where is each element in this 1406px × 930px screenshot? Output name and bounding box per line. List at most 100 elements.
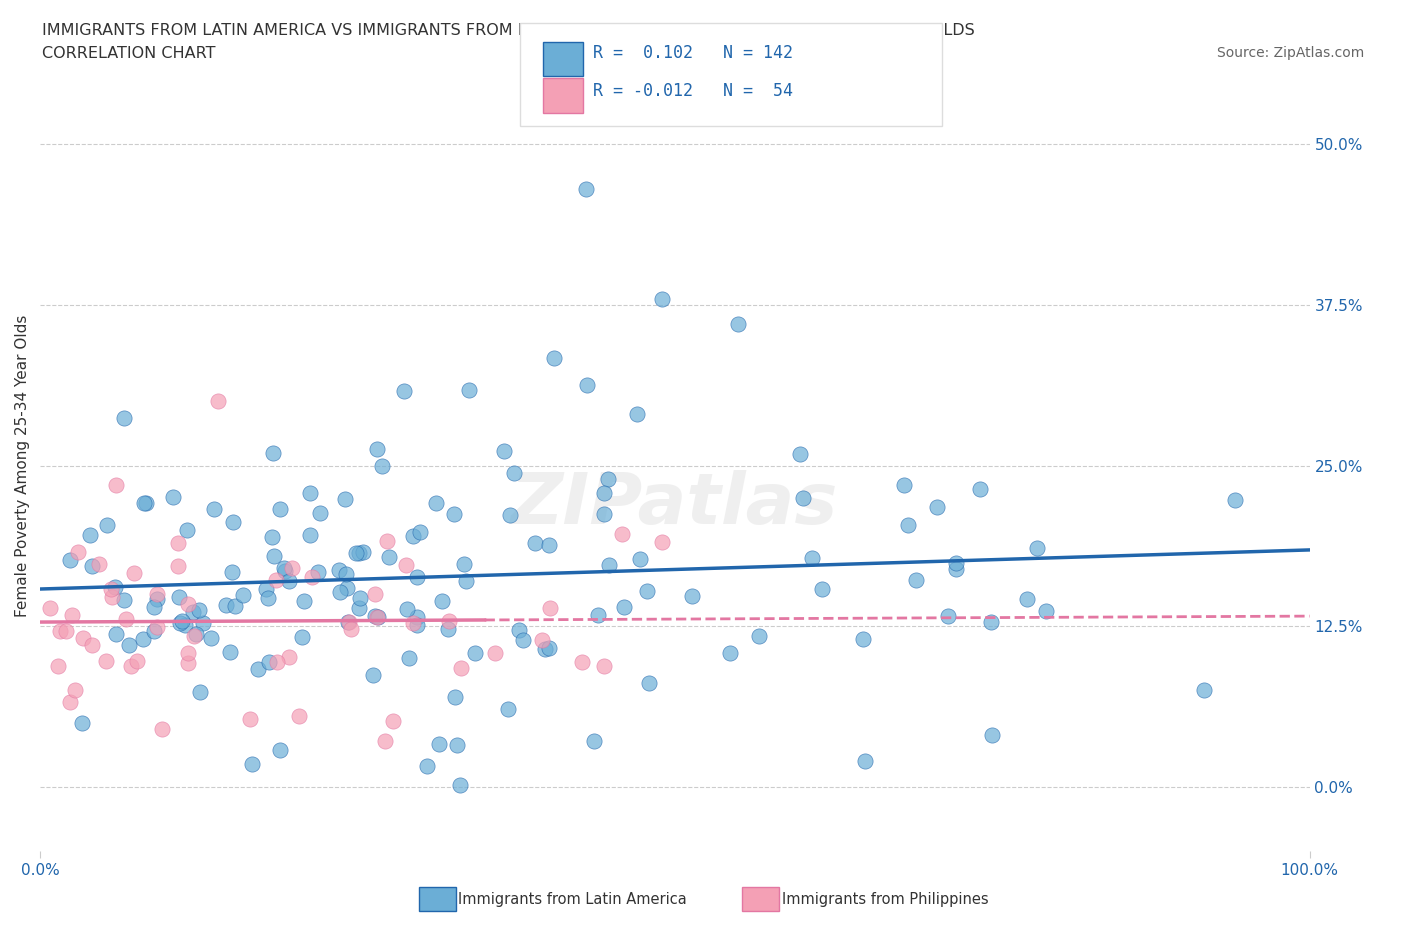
Point — [381, 713, 404, 728]
Point — [612, 526, 634, 541]
Point — [427, 737, 450, 751]
Point — [125, 654, 148, 669]
Point — [367, 610, 389, 625]
Point — [72, 716, 94, 731]
Point — [278, 650, 301, 665]
Point — [484, 645, 506, 660]
Point — [531, 632, 554, 647]
Point — [893, 478, 915, 493]
Point — [524, 536, 547, 551]
Point — [538, 600, 561, 615]
Point — [508, 622, 530, 637]
Point — [852, 631, 875, 646]
Point — [927, 499, 949, 514]
Point — [264, 573, 287, 588]
Point — [89, 557, 111, 572]
Point — [82, 558, 104, 573]
Point — [172, 614, 194, 629]
Point — [571, 655, 593, 670]
Point — [298, 485, 321, 500]
Point — [415, 759, 437, 774]
Point — [329, 585, 352, 600]
Point — [49, 623, 72, 638]
Point — [259, 655, 281, 670]
Point — [263, 549, 285, 564]
Point — [80, 637, 103, 652]
Point — [269, 501, 291, 516]
Point — [727, 317, 749, 332]
Point — [142, 600, 165, 615]
Point — [186, 627, 208, 642]
Point — [150, 721, 173, 736]
Point — [247, 662, 270, 677]
Point — [396, 602, 419, 617]
Point — [443, 506, 465, 521]
Point — [405, 570, 427, 585]
Point — [79, 527, 101, 542]
Point — [378, 550, 401, 565]
Text: ZIPatlas: ZIPatlas — [512, 470, 838, 538]
Point — [112, 592, 135, 607]
Text: Source: ZipAtlas.com: Source: ZipAtlas.com — [1216, 46, 1364, 60]
Point — [238, 712, 260, 727]
Point — [115, 611, 138, 626]
Point — [298, 527, 321, 542]
Point — [63, 683, 86, 698]
Point — [402, 616, 425, 631]
Point — [188, 603, 211, 618]
Point — [308, 505, 330, 520]
Point — [370, 458, 392, 473]
Point — [266, 655, 288, 670]
Point — [221, 565, 243, 580]
Point — [167, 590, 190, 604]
Point — [335, 566, 357, 581]
Text: R = -0.012   N =  54: R = -0.012 N = 54 — [593, 82, 793, 100]
Point — [167, 558, 190, 573]
Point — [718, 646, 741, 661]
Point — [273, 561, 295, 576]
Point — [177, 656, 200, 671]
Point — [105, 627, 128, 642]
Point — [167, 536, 190, 551]
Point — [112, 410, 135, 425]
Point — [651, 535, 673, 550]
Point — [361, 668, 384, 683]
Point — [586, 607, 609, 622]
Point — [636, 584, 658, 599]
Point — [534, 642, 557, 657]
Point — [222, 514, 245, 529]
Point — [575, 378, 598, 392]
Point — [437, 621, 460, 636]
Point — [598, 558, 620, 573]
Point — [443, 690, 465, 705]
Point — [1223, 492, 1246, 507]
Point — [352, 545, 374, 560]
Point — [425, 496, 447, 511]
Point — [232, 588, 254, 603]
Point — [59, 695, 82, 710]
Point — [626, 406, 648, 421]
Point — [364, 587, 387, 602]
Point — [191, 616, 214, 631]
Point — [336, 581, 359, 596]
Point — [1192, 683, 1215, 698]
Point — [1035, 604, 1057, 618]
Point — [596, 472, 619, 487]
Point — [945, 555, 967, 570]
Point — [512, 632, 534, 647]
Point — [48, 658, 70, 673]
Point — [364, 608, 387, 623]
Text: R =  0.102   N = 142: R = 0.102 N = 142 — [593, 44, 793, 62]
Point — [538, 538, 561, 552]
Point — [498, 702, 520, 717]
Point — [132, 631, 155, 646]
Point — [307, 565, 329, 579]
Point — [269, 743, 291, 758]
Point — [96, 654, 118, 669]
Point — [146, 591, 169, 606]
Point — [375, 534, 398, 549]
Point — [242, 756, 264, 771]
Point — [1025, 540, 1047, 555]
Point — [215, 597, 238, 612]
Point — [897, 518, 920, 533]
